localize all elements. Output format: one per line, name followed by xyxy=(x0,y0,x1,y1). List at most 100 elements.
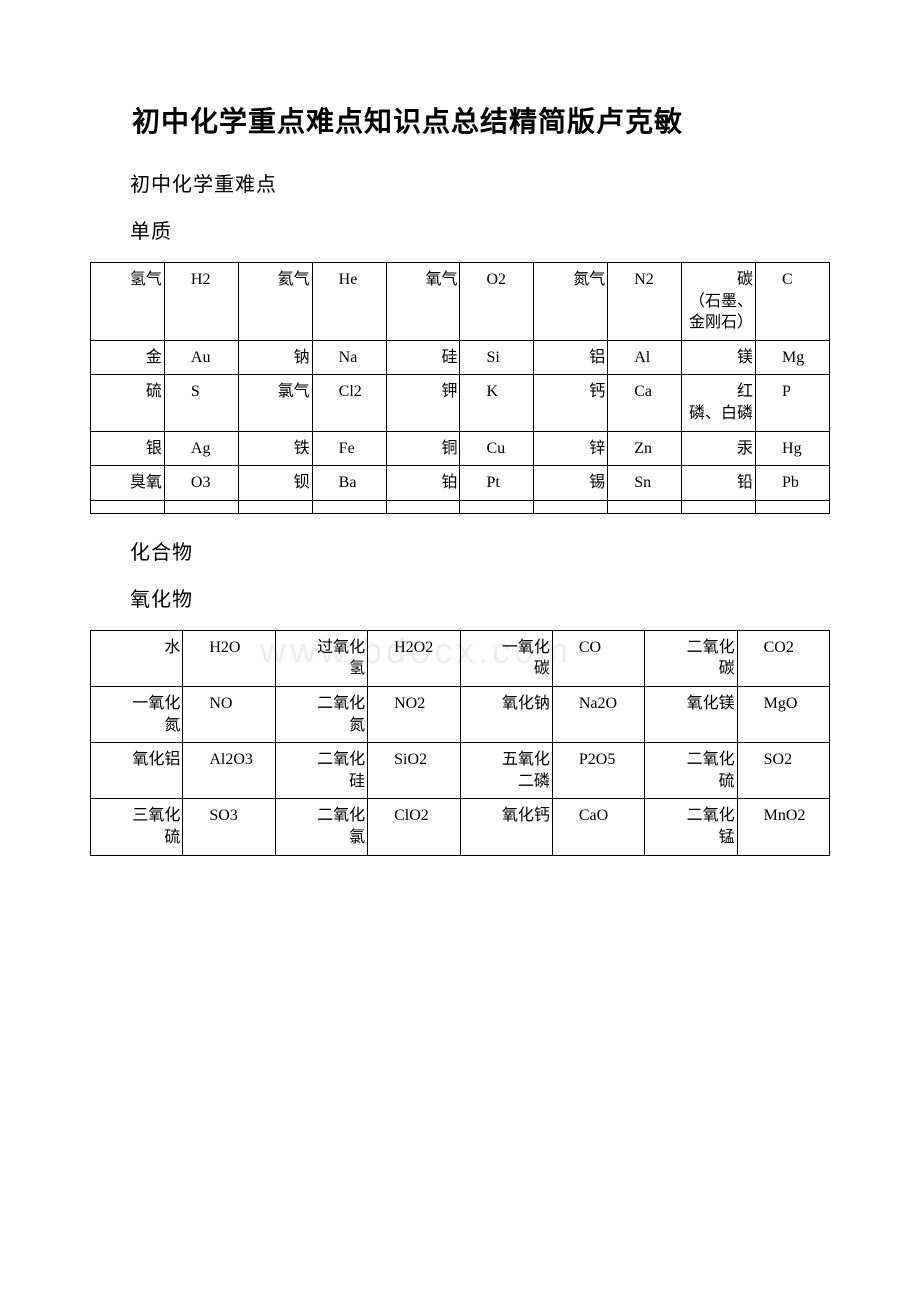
substance-name-cell: 硫 xyxy=(91,375,165,431)
substance-formula-cell: MgO xyxy=(737,686,829,742)
substance-name-cell: 二氧化锰 xyxy=(645,799,737,855)
substance-formula-cell: Au xyxy=(164,340,238,375)
substance-formula-cell: Al xyxy=(608,340,682,375)
substance-formula-cell xyxy=(756,500,830,513)
substance-formula-cell: Pt xyxy=(460,466,534,501)
substance-formula-cell: Zn xyxy=(608,431,682,466)
substance-formula-cell xyxy=(312,500,386,513)
substance-name-cell: 镁 xyxy=(682,340,756,375)
substance-formula-cell: CO2 xyxy=(737,630,829,686)
substance-name-cell: 氧化钙 xyxy=(460,799,552,855)
substance-name-cell: 氧化钠 xyxy=(460,686,552,742)
substance-name-cell: 钾 xyxy=(386,375,460,431)
substance-name-cell: 二氧化碳 xyxy=(645,630,737,686)
elements-table: 氢气H2氦气He氧气O2氮气N2碳（石墨、金刚石）C金Au钠Na硅Si铝Al镁M… xyxy=(90,262,830,514)
table-row xyxy=(91,500,830,513)
substance-name-cell: 金 xyxy=(91,340,165,375)
table-row: 金Au钠Na硅Si铝Al镁Mg xyxy=(91,340,830,375)
substance-formula-cell xyxy=(460,500,534,513)
compounds-heading: 化合物 xyxy=(90,536,830,565)
substance-formula-cell: He xyxy=(312,263,386,341)
substance-formula-cell: NO xyxy=(183,686,275,742)
substance-formula-cell: N2 xyxy=(608,263,682,341)
substance-formula-cell: Ba xyxy=(312,466,386,501)
page-title: 初中化学重点难点知识点总结精简版卢克敏 xyxy=(90,100,830,140)
substance-formula-cell: C xyxy=(756,263,830,341)
substance-name-cell: 氧气 xyxy=(386,263,460,341)
substance-name-cell: 一氧化氮 xyxy=(91,686,183,742)
substance-formula-cell: Hg xyxy=(756,431,830,466)
substance-name-cell: 钡 xyxy=(238,466,312,501)
substance-name-cell xyxy=(91,500,165,513)
oxides-heading: 氧化物 xyxy=(90,583,830,612)
substance-name-cell xyxy=(238,500,312,513)
substance-formula-cell: Mg xyxy=(756,340,830,375)
table-row: 氧化铝Al2O3二氧化硅SiO2五氧化二磷P2O5二氧化硫SO2 xyxy=(91,743,830,799)
substance-name-cell: 臭氧 xyxy=(91,466,165,501)
substance-formula-cell: SO2 xyxy=(737,743,829,799)
substance-formula-cell: Cu xyxy=(460,431,534,466)
substance-formula-cell xyxy=(608,500,682,513)
substance-name-cell: 铁 xyxy=(238,431,312,466)
oxides-table: 水H2O过氧化氢H2O2一氧化碳CO二氧化碳CO2一氧化氮NO二氧化氮NO2氧化… xyxy=(90,630,830,856)
substance-name-cell: 氮气 xyxy=(534,263,608,341)
substance-name-cell: 五氧化二磷 xyxy=(460,743,552,799)
substance-formula-cell: Ca xyxy=(608,375,682,431)
table-row: 三氧化硫SO3二氧化氯ClO2氧化钙CaO二氧化锰MnO2 xyxy=(91,799,830,855)
substance-formula-cell: Na xyxy=(312,340,386,375)
elements-heading: 单质 xyxy=(90,215,830,244)
substance-formula-cell: ClO2 xyxy=(368,799,460,855)
substance-formula-cell: P2O5 xyxy=(552,743,644,799)
substance-formula-cell: Al2O3 xyxy=(183,743,275,799)
substance-name-cell: 铂 xyxy=(386,466,460,501)
substance-formula-cell: SO3 xyxy=(183,799,275,855)
substance-formula-cell: CO xyxy=(552,630,644,686)
substance-name-cell: 钙 xyxy=(534,375,608,431)
substance-name-cell: 铝 xyxy=(534,340,608,375)
substance-name-cell: 银 xyxy=(91,431,165,466)
substance-name-cell: 锌 xyxy=(534,431,608,466)
substance-formula-cell: Ag xyxy=(164,431,238,466)
substance-name-cell: 红磷、白磷 xyxy=(682,375,756,431)
substance-formula-cell: O3 xyxy=(164,466,238,501)
substance-formula-cell: O2 xyxy=(460,263,534,341)
substance-name-cell: 钠 xyxy=(238,340,312,375)
table-row: 硫S氯气Cl2钾K钙Ca红磷、白磷P xyxy=(91,375,830,431)
substance-formula-cell: Fe xyxy=(312,431,386,466)
substance-name-cell: 一氧化碳 xyxy=(460,630,552,686)
substance-formula-cell: H2O2 xyxy=(368,630,460,686)
substance-name-cell: 氧化镁 xyxy=(645,686,737,742)
substance-name-cell: 氧化铝 xyxy=(91,743,183,799)
substance-name-cell: 水 xyxy=(91,630,183,686)
substance-name-cell: 过氧化氢 xyxy=(275,630,367,686)
substance-formula-cell: K xyxy=(460,375,534,431)
substance-name-cell: 氢气 xyxy=(91,263,165,341)
substance-formula-cell: S xyxy=(164,375,238,431)
substance-formula-cell: MnO2 xyxy=(737,799,829,855)
substance-formula-cell: Sn xyxy=(608,466,682,501)
substance-name-cell: 二氧化硅 xyxy=(275,743,367,799)
table-row: 银Ag铁Fe铜Cu锌Zn汞Hg xyxy=(91,431,830,466)
substance-formula-cell: NO2 xyxy=(368,686,460,742)
substance-name-cell: 汞 xyxy=(682,431,756,466)
substance-formula-cell: Pb xyxy=(756,466,830,501)
substance-name-cell: 碳（石墨、金刚石） xyxy=(682,263,756,341)
substance-name-cell: 二氧化氮 xyxy=(275,686,367,742)
substance-formula-cell: SiO2 xyxy=(368,743,460,799)
substance-name-cell: 三氧化硫 xyxy=(91,799,183,855)
substance-name-cell: 二氧化硫 xyxy=(645,743,737,799)
substance-formula-cell: H2O xyxy=(183,630,275,686)
substance-name-cell: 硅 xyxy=(386,340,460,375)
substance-formula-cell: CaO xyxy=(552,799,644,855)
substance-name-cell: 二氧化氯 xyxy=(275,799,367,855)
subtitle-label: 初中化学重难点 xyxy=(90,168,830,197)
substance-formula-cell: H2 xyxy=(164,263,238,341)
table-row: 一氧化氮NO二氧化氮NO2氧化钠Na2O氧化镁MgO xyxy=(91,686,830,742)
table-row: 氢气H2氦气He氧气O2氮气N2碳（石墨、金刚石）C xyxy=(91,263,830,341)
table-row: 臭氧O3钡Ba铂Pt锡Sn铅Pb xyxy=(91,466,830,501)
table-row: 水H2O过氧化氢H2O2一氧化碳CO二氧化碳CO2 xyxy=(91,630,830,686)
substance-name-cell xyxy=(386,500,460,513)
substance-formula-cell: P xyxy=(756,375,830,431)
substance-name-cell: 锡 xyxy=(534,466,608,501)
substance-formula-cell: Cl2 xyxy=(312,375,386,431)
